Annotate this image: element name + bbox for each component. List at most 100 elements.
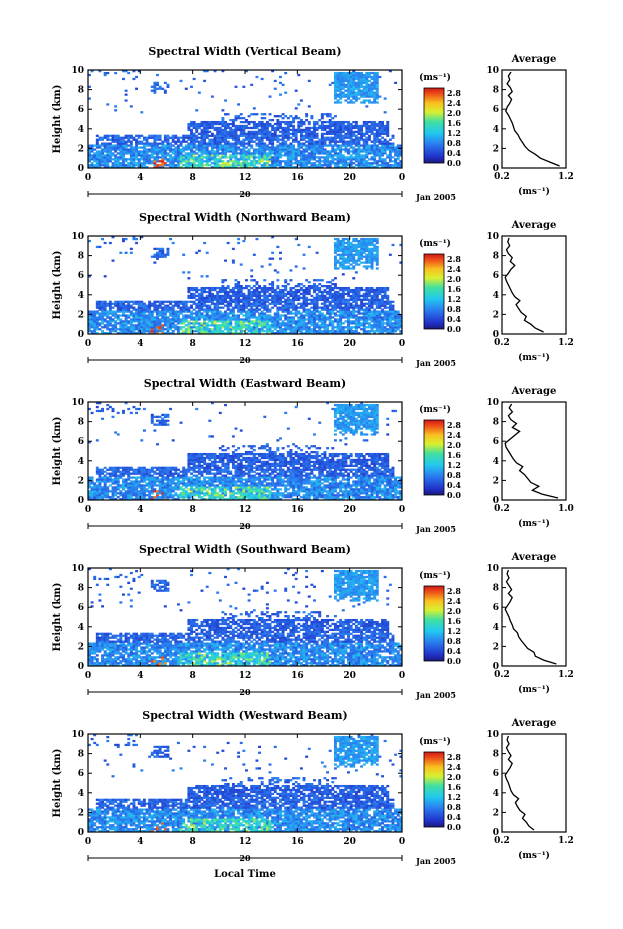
avg-x-tick: 0.2 bbox=[494, 836, 510, 846]
x-tick-label: 16 bbox=[291, 837, 304, 847]
avg-y-tick: 8 bbox=[493, 584, 499, 594]
panel-0: Spectral Width (Vertical Beam) Height (km… bbox=[52, 45, 574, 202]
x-tick-label: 16 bbox=[291, 671, 304, 681]
avg-x-tick: 1.0 bbox=[558, 504, 574, 514]
avg-frame bbox=[501, 235, 567, 335]
colorbar-tick: 0.4 bbox=[447, 646, 461, 656]
avg-x-tick: 1.2 bbox=[558, 836, 574, 846]
colorbar-tick: 1.2 bbox=[447, 128, 461, 138]
x-tick-label: 8 bbox=[190, 339, 196, 349]
avg-y-tick: 8 bbox=[493, 750, 499, 760]
y-tick-label: 10 bbox=[71, 66, 84, 76]
y-tick-label: 0 bbox=[78, 828, 84, 838]
colorbar-tick: 2.8 bbox=[447, 752, 461, 762]
date-day: 20 bbox=[239, 189, 251, 199]
colorbar-tick: 1.6 bbox=[447, 450, 461, 460]
avg-x-label: (ms⁻¹) bbox=[518, 352, 550, 363]
y-tick-label: 4 bbox=[78, 125, 84, 135]
colorbar-unit: (ms⁻¹) bbox=[419, 404, 451, 415]
avg-y-tick: 6 bbox=[493, 437, 499, 447]
colorbar-tick: 2.0 bbox=[447, 440, 461, 450]
y-tick-label: 8 bbox=[78, 252, 84, 262]
avg-y-tick: 6 bbox=[493, 769, 499, 779]
colorbar-tick: 0.4 bbox=[447, 148, 461, 158]
y-tick-label: 0 bbox=[78, 662, 84, 672]
avg-y-tick: 4 bbox=[493, 291, 499, 301]
x-tick-label: 0 bbox=[85, 339, 91, 349]
y-tick-label: 6 bbox=[78, 769, 84, 779]
avg-title: Average bbox=[511, 718, 557, 729]
x-tick-label: 4 bbox=[137, 671, 143, 681]
avg-profile-line bbox=[504, 403, 559, 499]
y-axis-label: Height (km) bbox=[52, 251, 63, 320]
avg-y-tick: 2 bbox=[493, 808, 499, 818]
colorbar-tick: 1.2 bbox=[447, 626, 461, 636]
y-tick-label: 10 bbox=[71, 232, 84, 242]
avg-title: Average bbox=[511, 54, 557, 65]
colorbar-tick: 0.0 bbox=[447, 324, 461, 334]
y-tick-label: 8 bbox=[78, 86, 84, 96]
colorbar-tick: 1.6 bbox=[447, 616, 461, 626]
x-tick-label: 0 bbox=[399, 505, 405, 515]
colorbar-tick: 0.8 bbox=[447, 802, 461, 812]
x-tick-label: 20 bbox=[343, 837, 356, 847]
avg-y-tick: 10 bbox=[486, 66, 499, 76]
date-label: Jan 2005 bbox=[415, 690, 456, 700]
x-tick-label: 0 bbox=[399, 671, 405, 681]
x-tick-label: 8 bbox=[190, 505, 196, 515]
avg-profile-line bbox=[504, 569, 557, 665]
colorbar-tick: 1.2 bbox=[447, 792, 461, 802]
avg-y-tick: 6 bbox=[493, 271, 499, 281]
avg-x-label: (ms⁻¹) bbox=[518, 186, 550, 197]
x-axis-label: Local Time bbox=[214, 869, 276, 880]
y-tick-label: 10 bbox=[71, 398, 84, 408]
avg-x-tick: 0.2 bbox=[494, 338, 510, 348]
avg-x-label: (ms⁻¹) bbox=[518, 684, 550, 695]
avg-y-tick: 0 bbox=[493, 330, 499, 340]
avg-y-tick: 8 bbox=[493, 86, 499, 96]
y-tick-label: 0 bbox=[78, 164, 84, 174]
avg-y-tick: 0 bbox=[493, 496, 499, 506]
date-day: 20 bbox=[239, 687, 251, 697]
panel-title: Spectral Width (Eastward Beam) bbox=[144, 377, 346, 390]
y-tick-label: 2 bbox=[78, 642, 84, 652]
y-tick-label: 10 bbox=[71, 564, 84, 574]
x-tick-label: 0 bbox=[85, 837, 91, 847]
y-tick-label: 4 bbox=[78, 291, 84, 301]
x-tick-label: 12 bbox=[239, 339, 252, 349]
panel-1: Spectral Width (Northward Beam) Height (k… bbox=[52, 211, 574, 368]
avg-y-tick: 8 bbox=[493, 252, 499, 262]
panel-4: Spectral Width (Westward Beam) Height (km… bbox=[52, 709, 574, 880]
y-tick-label: 4 bbox=[78, 789, 84, 799]
colorbar-unit: (ms⁻¹) bbox=[419, 238, 451, 249]
heatmap-cells bbox=[88, 70, 403, 169]
colorbar-tick: 0.4 bbox=[447, 480, 461, 490]
avg-y-tick: 4 bbox=[493, 457, 499, 467]
avg-y-tick: 10 bbox=[486, 730, 499, 740]
avg-y-tick: 8 bbox=[493, 418, 499, 428]
x-tick-label: 20 bbox=[343, 339, 356, 349]
y-tick-label: 2 bbox=[78, 144, 84, 154]
panel-3: Spectral Width (Southward Beam) Height (k… bbox=[52, 543, 574, 700]
colorbar-tick: 0.8 bbox=[447, 636, 461, 646]
avg-y-tick: 10 bbox=[486, 564, 499, 574]
y-tick-label: 6 bbox=[78, 105, 84, 115]
colorbar-tick: 2.4 bbox=[447, 762, 461, 772]
x-tick-label: 20 bbox=[343, 505, 356, 515]
y-axis-label: Height (km) bbox=[52, 417, 63, 486]
x-tick-label: 12 bbox=[239, 173, 252, 183]
x-tick-label: 8 bbox=[190, 671, 196, 681]
colorbar-tick: 0.8 bbox=[447, 304, 461, 314]
colorbar-unit: (ms⁻¹) bbox=[419, 736, 451, 747]
avg-x-tick: 1.2 bbox=[558, 172, 574, 182]
avg-x-label: (ms⁻¹) bbox=[518, 518, 550, 529]
x-tick-label: 4 bbox=[137, 339, 143, 349]
y-tick-label: 8 bbox=[78, 418, 84, 428]
avg-y-tick: 6 bbox=[493, 105, 499, 115]
avg-y-tick: 4 bbox=[493, 125, 499, 135]
y-axis-label: Height (km) bbox=[52, 583, 63, 652]
colorbar-tick: 1.6 bbox=[447, 284, 461, 294]
avg-y-tick: 2 bbox=[493, 476, 499, 486]
colorbar-unit: (ms⁻¹) bbox=[419, 72, 451, 83]
